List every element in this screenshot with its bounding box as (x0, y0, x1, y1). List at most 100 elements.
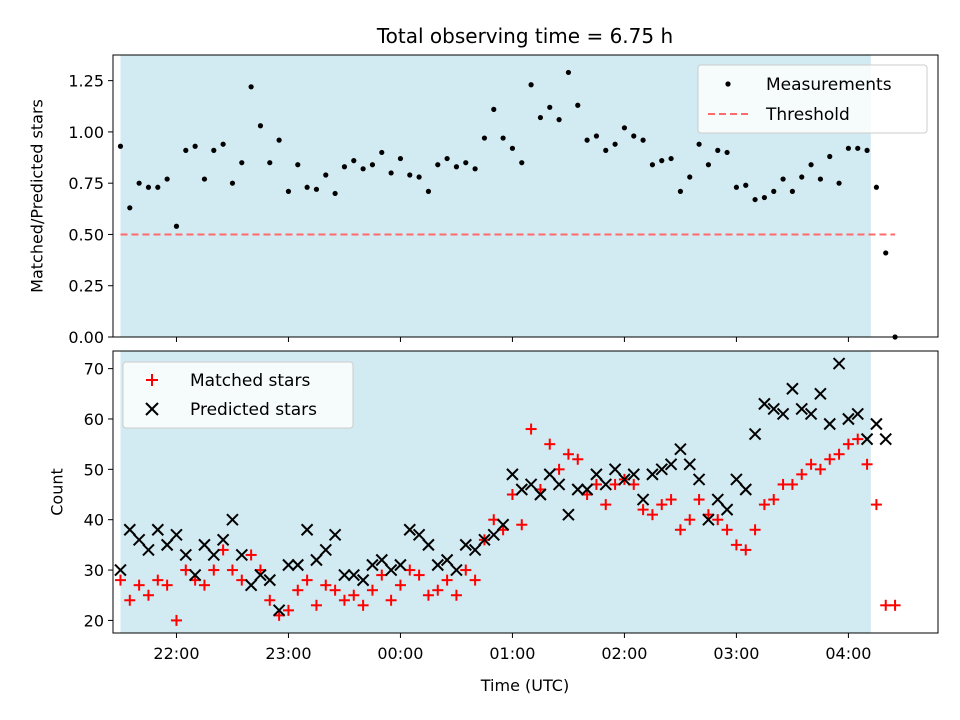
predicted-stars-point (328, 528, 342, 542)
matched-stars-point (525, 423, 537, 435)
ratio-x-ticks (175, 337, 849, 342)
measurement-point (873, 184, 880, 190)
measurement-point (145, 184, 152, 190)
predicted-stars-point (132, 533, 146, 547)
predicted-stars-point (804, 407, 818, 421)
matched-stars-point (152, 574, 164, 586)
matched-stars-point (357, 599, 369, 611)
matched-stars-point (516, 519, 528, 531)
y-tick-label: 20 (84, 611, 104, 630)
measurement-point (752, 196, 758, 203)
x-tick-label: 02:00 (601, 644, 647, 663)
matched-stars-point (861, 458, 873, 470)
matched-stars-point (338, 594, 350, 606)
predicted-stars-point (627, 468, 640, 481)
predicted-stars-point (366, 558, 379, 572)
measurement-point (808, 162, 814, 168)
measurement-point (771, 188, 777, 194)
matched-stars-point (805, 458, 817, 470)
predicted-stars-point (758, 397, 771, 411)
predicted-stars-point (506, 468, 519, 481)
ratio-series (117, 69, 898, 340)
measurement-point (416, 174, 422, 180)
x-tick-label: 22:00 (153, 644, 199, 663)
measurement-point (304, 184, 310, 190)
predicted-stars-point (226, 513, 239, 526)
measurement-point (864, 147, 870, 153)
predicted-stars-point (375, 553, 388, 567)
predicted-stars-point (235, 548, 248, 562)
matched-stars-point (394, 579, 406, 591)
predicted-stars-point (254, 568, 267, 582)
measurement-point (229, 180, 236, 186)
ratio-legend: Measurements Threshold (697, 64, 928, 134)
matched-stars-point (600, 499, 612, 511)
measurement-point (295, 162, 301, 168)
predicted-stars-point (394, 558, 407, 572)
measurement-point (285, 188, 292, 194)
matched-stars-point (693, 494, 705, 506)
predicted-stars-point (272, 604, 286, 617)
measurement-point (789, 188, 796, 194)
measurement-point (117, 143, 124, 149)
matched-stars-point (320, 579, 332, 591)
measurement-point (341, 164, 348, 170)
predicted-stars-point (618, 473, 631, 486)
matched-stars-point (656, 499, 668, 511)
matched-stars-point (450, 589, 462, 601)
measurements-legend-marker (725, 81, 731, 87)
predicted-stars-point (636, 493, 650, 506)
predicted-stars-point (114, 563, 127, 577)
x-axis-label: Time (UTC) (480, 676, 569, 695)
measurement-point (201, 176, 208, 182)
matched-stars-point (124, 594, 136, 606)
measurement-point (649, 162, 656, 168)
measurement-point (248, 84, 254, 90)
matched-stars-point (721, 524, 733, 536)
measurement-point (715, 147, 721, 153)
matched-stars-point (544, 438, 556, 450)
measurement-point (136, 180, 142, 186)
predicted-stars-point (356, 573, 370, 587)
predicted-stars-point (188, 568, 202, 582)
predicted-stars-point (478, 533, 491, 547)
x-tick-label: 01:00 (489, 644, 535, 663)
matched-stars-point (852, 433, 864, 445)
matched-stars-point (413, 569, 425, 581)
measurement-point (267, 160, 273, 166)
predicted-stars-point (123, 523, 137, 536)
matched-stars-point (292, 584, 304, 596)
matched-stars-point (562, 448, 574, 460)
predicted-stars-point (692, 473, 706, 486)
measurement-point (155, 184, 161, 190)
matched-stars-legend-label: Matched stars (190, 371, 310, 391)
count-legend-box (122, 361, 354, 429)
measurement-point (743, 182, 749, 188)
predicted-stars-point (879, 432, 892, 446)
measurement-point (453, 164, 460, 170)
predicted-stars-point (608, 463, 622, 476)
measurement-point (173, 223, 180, 229)
x-tick-label: 00:00 (377, 644, 423, 663)
predicted-stars-point (646, 468, 659, 481)
predicted-stars-point (459, 538, 472, 552)
measurement-point (799, 174, 805, 180)
y-tick-label: 1.00 (68, 123, 104, 142)
matched-stars-point (432, 584, 444, 596)
measurement-point (276, 137, 282, 143)
measurement-point (519, 160, 525, 166)
matched-stars-point (814, 463, 826, 475)
predicted-stars-point (515, 483, 528, 496)
predicted-stars-point (767, 402, 780, 416)
matched-stars-point (469, 574, 481, 586)
measurement-point (883, 250, 889, 256)
matched-stars-point (833, 448, 845, 460)
predicted-stars-point (198, 538, 211, 552)
y-tick-label: 50 (84, 460, 104, 479)
measurement-point (687, 174, 693, 180)
predicted-stars-point (412, 528, 426, 542)
matched-stars-point (758, 499, 770, 511)
matched-stars-point (198, 579, 210, 591)
measurement-point (127, 205, 133, 211)
measurement-point (425, 188, 432, 194)
